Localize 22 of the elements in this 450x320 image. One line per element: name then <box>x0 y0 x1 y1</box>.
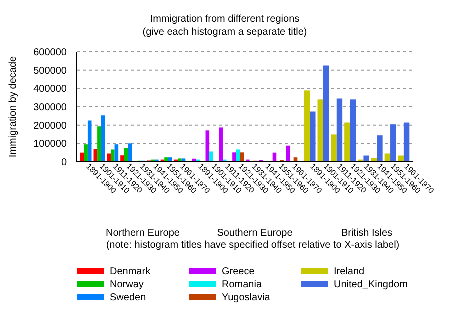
y-tick-label: 0 <box>61 158 68 168</box>
y-tick-label: 500000 <box>34 66 68 77</box>
x-axis-title: Northern Europe <box>106 228 180 239</box>
legend-label: Romania <box>222 280 262 290</box>
y-tick-label: 200000 <box>34 120 68 132</box>
legend-label: United_Kingdom <box>334 280 408 290</box>
x-axis-title: British Isles <box>341 228 393 239</box>
y-tick-label: 100000 <box>34 139 68 150</box>
text: (give each histogram a separate title) <box>142 27 308 38</box>
y-tick-label: 400000 <box>34 84 68 96</box>
legend-label: Yugoslavia <box>222 292 271 304</box>
legend-label: Ireland <box>334 266 365 278</box>
y-tick-label: 300000 <box>34 102 68 114</box>
y-axis-title: Immigration by decade <box>8 56 19 158</box>
legend-label: Greece <box>222 266 256 278</box>
legend-label: Denmark <box>110 266 152 278</box>
legend-label: Sweden <box>110 292 146 304</box>
y-tick-label: 600000 <box>34 48 68 58</box>
x-axis-title: Southern Europe <box>217 228 294 239</box>
text: Immigration from different regions <box>150 14 300 25</box>
text: (note: histogram titles have specified offset relative to X-axis label) <box>106 240 400 251</box>
legend-label: Norway <box>110 280 144 290</box>
